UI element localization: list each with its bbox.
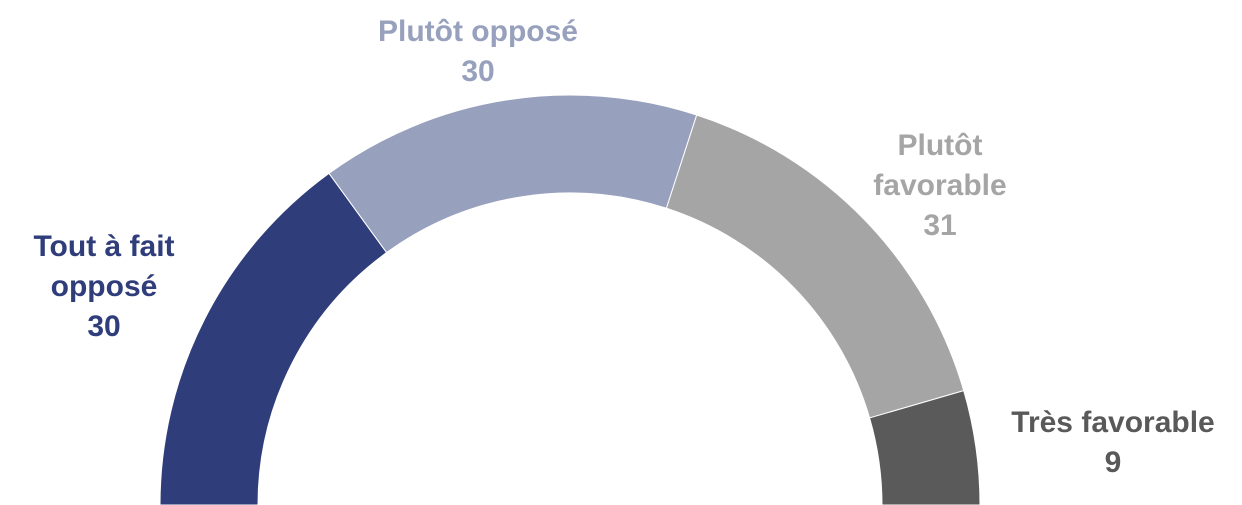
slice-label-line: opposé [50,270,158,303]
slice-label-line: Très favorable [1011,406,1215,439]
gauge-slice-3 [868,389,981,505]
slice-label-line: Plutôt opposé [378,15,578,48]
slice-value-label: 31 [923,209,957,242]
slice-value-label: 30 [461,55,495,88]
slice-label-line: favorable [873,169,1007,202]
slice-label-tout-a-fait-oppose: Tout à fait opposé 30 [16,227,192,347]
slice-label-plutot-favorable: Plutôt favorable 31 [842,126,1038,246]
slice-label-line: Plutôt [897,129,983,162]
slice-value-label: 30 [87,310,121,343]
slice-value-label: 9 [1104,446,1122,479]
gauge-slice-0 [159,172,388,505]
slice-label-line: Tout à fait [33,230,175,263]
gauge-slice-1 [328,94,698,254]
slice-label-plutot-oppose: Plutôt opposé 30 [338,12,618,92]
slice-label-tres-favorable: Très favorable 9 [972,403,1242,483]
